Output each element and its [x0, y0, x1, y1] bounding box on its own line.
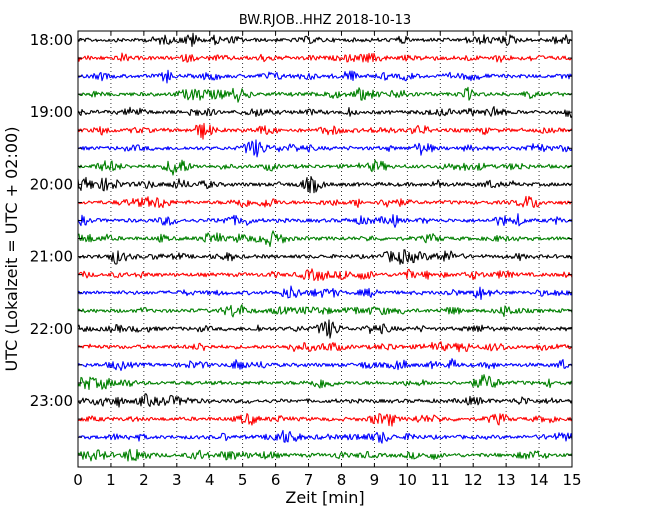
trace-line [77, 429, 573, 444]
x-tick-label: 0 [73, 471, 83, 489]
trace-line [77, 304, 573, 318]
trace-line [77, 285, 573, 300]
y-tick-label: 18:00 [30, 31, 73, 49]
y-tick-label: 20:00 [30, 175, 73, 193]
trace-line [77, 175, 573, 194]
grid-lines [110, 31, 540, 467]
x-tick-label: 1 [106, 471, 116, 489]
trace-group [77, 32, 573, 462]
x-tick-label: 7 [304, 471, 314, 489]
trace-line [77, 268, 573, 282]
x-tick-label: 15 [562, 471, 581, 489]
trace-line [77, 122, 573, 140]
x-tick-labels: 0 1 2 3 4 5 6 7 8 9 10 11 12 13 14 15 [73, 471, 581, 489]
x-tick-label: 8 [337, 471, 347, 489]
trace-line [77, 341, 573, 353]
y-tick-label: 19:00 [30, 103, 73, 121]
trace-line [77, 213, 573, 228]
chart-title: BW.RJOB..HHZ 2018-10-13 [239, 13, 411, 28]
x-axis-label: Zeit [min] [285, 488, 364, 507]
x-tick-label: 4 [205, 471, 215, 489]
x-tick-label: 6 [271, 471, 281, 489]
trace-line [77, 448, 573, 462]
trace-line [77, 358, 573, 372]
trace-line [77, 230, 573, 248]
y-axis-label: UTC (Lokalzeit = UTC + 02:00) [2, 127, 21, 372]
trace-line [77, 319, 573, 339]
trace-line [77, 106, 573, 118]
x-tick-label: 13 [497, 471, 516, 489]
trace-line [77, 86, 573, 103]
x-tick-label: 10 [398, 471, 417, 489]
x-tick-label: 14 [530, 471, 549, 489]
trace-line [77, 249, 573, 265]
trace-line [77, 195, 573, 209]
trace-line [77, 393, 573, 408]
trace-line [77, 139, 573, 158]
y-tick-label: 22:00 [30, 320, 73, 338]
x-tick-label: 3 [172, 471, 182, 489]
trace-line [77, 159, 573, 176]
x-tick-label: 9 [370, 471, 380, 489]
y-tick-label: 23:00 [30, 392, 73, 410]
plot-frame [77, 30, 573, 468]
trace-line [77, 413, 573, 427]
y-tick-labels: 18:00 19:00 20:00 21:00 22:00 23:00 [30, 31, 73, 410]
x-tick-label: 11 [431, 471, 450, 489]
x-tick-label: 5 [238, 471, 248, 489]
x-tick-label: 2 [139, 471, 149, 489]
trace-line [77, 32, 573, 47]
trace-line [77, 52, 573, 63]
y-tick-label: 21:00 [30, 248, 73, 266]
tick-marks [77, 31, 573, 467]
x-tick-label: 12 [464, 471, 483, 489]
trace-line [77, 374, 573, 390]
trace-line [77, 69, 573, 84]
